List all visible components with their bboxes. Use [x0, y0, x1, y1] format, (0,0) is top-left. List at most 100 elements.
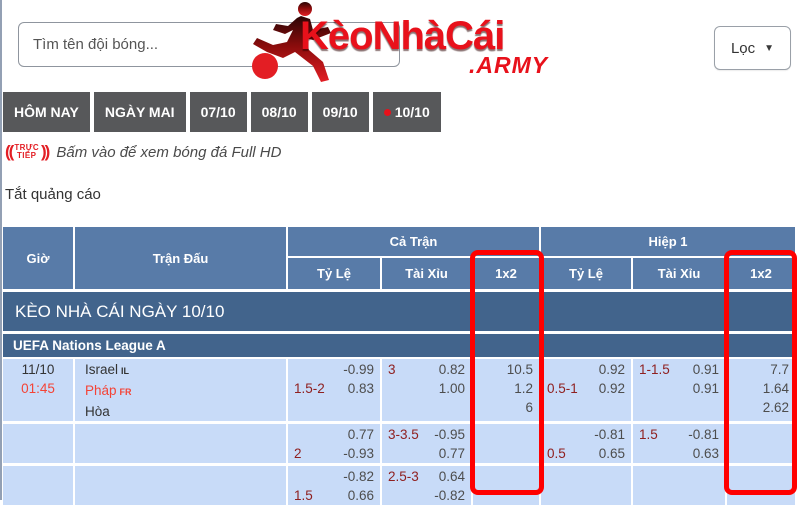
odds-cell-ft-rate[interactable]: 0.77 2 -0.93: [288, 424, 380, 463]
odds-cell-ft-rate[interactable]: -0.82 1.5 0.66: [288, 466, 380, 505]
date-tabs: HÔM NAY NGÀY MAI 07/10 08/10 09/10 10/10: [3, 92, 441, 132]
odds-cell-h1-ou[interactable]: [633, 466, 725, 505]
header-h1-1x2: 1x2: [727, 258, 795, 289]
filter-label: Lọc: [730, 39, 756, 57]
page-left-border: [0, 0, 2, 500]
header-group-full-time: Cả Trận Tỷ Lệ Tài Xỉu 1x2: [288, 227, 539, 289]
odds-value: -0.81: [594, 427, 625, 442]
time-cell: [3, 466, 73, 505]
odds-value: 0.83: [347, 381, 374, 396]
odds-value: 0.64: [438, 469, 465, 484]
odds-cell-h1-ou[interactable]: 1.5 -0.81 0.63: [633, 424, 725, 463]
date-tab-label: 10/10: [394, 104, 430, 120]
handicap-value: 1.5: [639, 427, 658, 442]
day-banner: KÈO NHÀ CÁI NGÀY 10/10: [3, 292, 795, 331]
odds-cell-h1-1x2[interactable]: 7.7 1.64 2.62: [727, 359, 795, 421]
odds-cell-h1-rate[interactable]: -0.81 0.5 0.65: [541, 424, 631, 463]
odds-cell-ft-1x2[interactable]: 10.5 1.2 6: [473, 359, 539, 421]
odds-cell-ft-1x2[interactable]: [473, 466, 539, 505]
odds-value: 0.91: [692, 362, 719, 377]
odds-value: 0.66: [347, 488, 374, 503]
odds-value: 6: [525, 400, 533, 415]
logo-suffix-text: .ARMY: [469, 52, 549, 78]
date-tab-1[interactable]: NGÀY MAI: [93, 92, 186, 132]
odds-value: 0.65: [598, 446, 625, 461]
live-signal-right: )): [41, 142, 50, 161]
search-input[interactable]: [18, 22, 400, 67]
handicap-value: 0.5: [547, 446, 566, 461]
active-day-dot: [383, 108, 391, 116]
date-tab-3[interactable]: 08/10: [250, 92, 308, 132]
odds-row: -0.82 1.5 0.66 2.5-3 0.64 -0.82: [3, 466, 795, 505]
match-cell: [75, 466, 286, 505]
date-tab-2[interactable]: 07/10: [189, 92, 247, 132]
match-cell: [75, 424, 286, 463]
date-tab-0[interactable]: HÔM NAY: [3, 92, 90, 132]
odds-cell-h1-1x2[interactable]: [727, 424, 795, 463]
handicap-value: 0.5-1: [547, 381, 578, 396]
odds-value: 10.5: [506, 362, 533, 377]
odds-table: Giờ Trận Đấu Cả Trận Tỷ Lệ Tài Xỉu 1x2 H…: [3, 227, 795, 508]
country-tag: IL: [121, 366, 130, 376]
logo-text: KèoNhàCái: [300, 14, 505, 58]
odds-value: 1.64: [762, 381, 789, 396]
odds-value: 0.77: [347, 427, 374, 442]
live-badge-bottom: TIẾP: [16, 151, 37, 160]
live-badge-top: TRỰC: [14, 143, 40, 152]
date-tab-4[interactable]: 09/10: [311, 92, 369, 132]
odds-cell-h1-1x2[interactable]: [727, 466, 795, 505]
odds-cell-ft-ou[interactable]: 2.5-3 0.64 -0.82: [382, 466, 471, 505]
handicap-value: 1.5-2: [294, 381, 325, 396]
header-time: Giờ: [3, 227, 73, 289]
filter-button[interactable]: Lọc ▼: [714, 26, 791, 70]
odds-value: -0.82: [343, 469, 374, 484]
league-banner: UEFA Nations League A: [3, 334, 795, 357]
odds-cell-ft-rate[interactable]: -0.99 1.5-2 0.83: [288, 359, 380, 421]
odds-cell-h1-rate[interactable]: 0.92 0.5-1 0.92: [541, 359, 631, 421]
time-cell: [3, 424, 73, 463]
odds-value: 1.00: [438, 381, 465, 396]
date-tab-label: HÔM NAY: [14, 104, 79, 120]
odds-cell-ft-ou[interactable]: 3-3.5 -0.95 0.77: [382, 424, 471, 463]
header-ft-overunder: Tài Xỉu: [382, 258, 471, 289]
odds-cell-h1-rate[interactable]: [541, 466, 631, 505]
match-cell[interactable]: Israel IL Pháp FR Hòa: [75, 359, 286, 421]
header-h1-rate: Tỷ Lệ: [541, 258, 631, 289]
time-cell: 11/10 01:45: [3, 359, 73, 421]
live-stream-link[interactable]: (( TRỰC TIẾP )) Bấm vào để xem bóng đá F…: [5, 142, 281, 162]
handicap-value: 3-3.5: [388, 427, 419, 442]
odds-value: -0.99: [343, 362, 374, 377]
odds-value: 0.92: [598, 381, 625, 396]
chevron-down-icon: ▼: [764, 42, 775, 54]
header-h1-overunder: Tài Xỉu: [633, 258, 725, 289]
odds-value: -0.93: [343, 446, 374, 461]
odds-value: 0.77: [438, 446, 465, 461]
ad-toggle-link[interactable]: Tắt quảng cáo: [5, 186, 101, 203]
odds-cell-ft-1x2[interactable]: [473, 424, 539, 463]
header-ft-1x2: 1x2: [473, 258, 539, 289]
date-tab-label: 09/10: [322, 104, 358, 120]
team-name[interactable]: Israel IL: [85, 362, 130, 377]
site-logo[interactable]: KèoNhàCái .ARMY: [243, 0, 573, 84]
date-tab-5[interactable]: 10/10: [372, 92, 441, 132]
header-match: Trận Đấu: [75, 227, 286, 289]
match-time: 01:45: [21, 381, 55, 396]
handicap-value: 1-1.5: [639, 362, 670, 377]
odds-value: -0.81: [688, 427, 719, 442]
odds-value: -0.82: [434, 488, 465, 503]
odds-row: 0.77 2 -0.93 3-3.5 -0.95 0.77 -0.81 0.5 0.65 1.5-…: [3, 424, 795, 463]
soccer-player-icon: [252, 2, 331, 82]
odds-cell-ft-ou[interactable]: 3 0.82 1.00: [382, 359, 471, 421]
handicap-value: 2: [294, 446, 302, 461]
header-group-first-half: Hiệp 1 Tỷ Lệ Tài Xỉu 1x2: [541, 227, 795, 289]
country-tag: FR: [119, 387, 132, 397]
odds-value: 1.2: [514, 381, 533, 396]
live-message: Bấm vào để xem bóng đá Full HD: [56, 143, 282, 161]
team-name[interactable]: Pháp FR: [85, 383, 132, 398]
handicap-value: 1.5: [294, 488, 313, 503]
team-name[interactable]: Hòa: [85, 404, 110, 419]
odds-value: 0.92: [598, 362, 625, 377]
date-tab-label: 08/10: [261, 104, 297, 120]
odds-cell-h1-ou[interactable]: 1-1.5 0.91 0.91: [633, 359, 725, 421]
handicap-value: 3: [388, 362, 396, 377]
